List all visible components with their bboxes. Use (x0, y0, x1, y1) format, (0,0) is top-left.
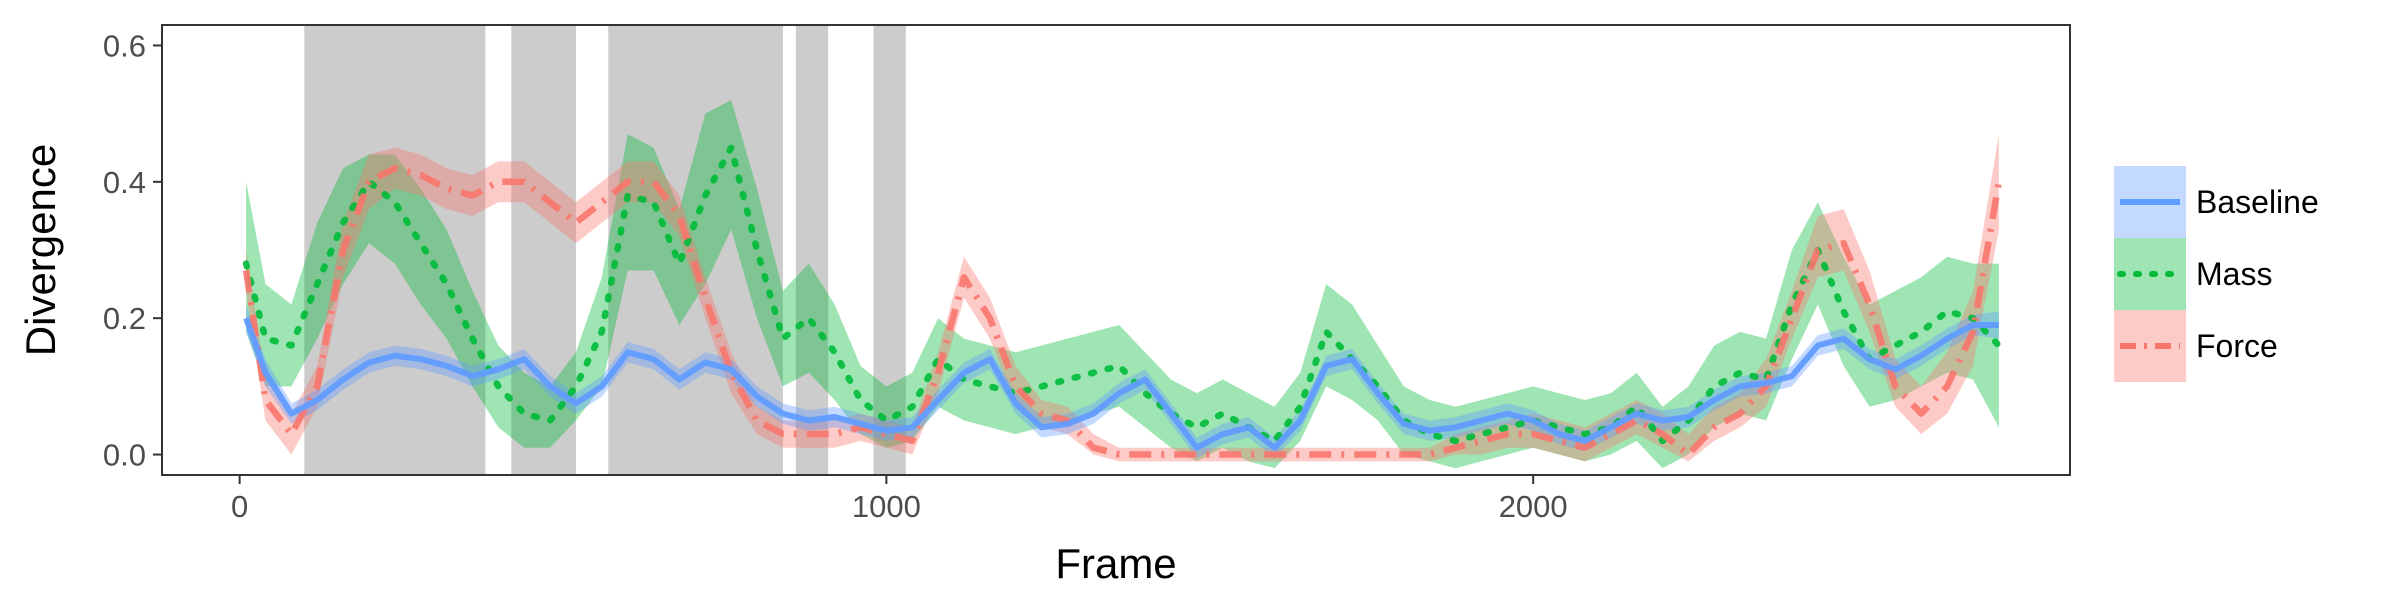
y-tick-label: 0.6 (103, 28, 146, 63)
y-tick-label: 0.4 (103, 165, 146, 200)
x-tick-label: 1000 (852, 489, 921, 524)
y-tick-label: 0.2 (103, 301, 146, 336)
legend-label-mass: Mass (2196, 256, 2272, 292)
series-layer (242, 100, 2003, 469)
baseline-line (243, 317, 1999, 451)
force-confidence-band (246, 134, 1999, 462)
highlight-regions (304, 25, 906, 475)
mass-confidence-band (246, 100, 1999, 469)
legend-item-baseline: Baseline (2114, 166, 2319, 238)
highlight-region-1 (511, 25, 576, 475)
mass-line (242, 144, 2003, 445)
axes: 0 1000 2000 0.0 0.2 0.4 0.6 (103, 28, 1568, 524)
highlight-region-3 (795, 25, 829, 475)
y-axis-title: Divergence (17, 144, 64, 356)
highlight-region-0 (304, 25, 486, 475)
y-tick-label: 0.0 (103, 438, 146, 473)
legend: Baseline Mass Force (2114, 166, 2319, 382)
x-tick-label: 2000 (1499, 489, 1568, 524)
legend-item-force: Force (2114, 310, 2278, 382)
force-line (242, 164, 2003, 458)
legend-label-baseline: Baseline (2196, 184, 2319, 220)
highlight-region-4 (873, 25, 906, 475)
x-tick-label: 0 (231, 489, 248, 524)
plot-panel-border (161, 24, 2071, 476)
legend-label-force: Force (2196, 328, 2278, 364)
baseline-confidence-band (246, 304, 1999, 458)
highlight-region-2 (608, 25, 783, 475)
legend-item-mass: Mass (2114, 238, 2272, 310)
x-axis-title: Frame (1055, 540, 1176, 587)
